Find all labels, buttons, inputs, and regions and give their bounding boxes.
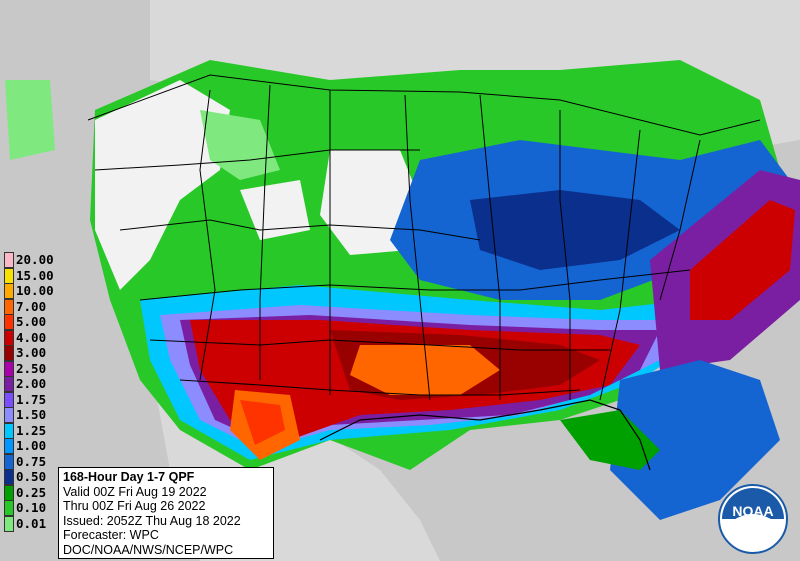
legend-item: 7.00 <box>4 298 62 315</box>
legend-label: 1.00 <box>16 438 47 453</box>
legend-item: 0.75 <box>4 453 62 470</box>
gulf-coastline <box>319 399 651 471</box>
legend-item: 15.00 <box>4 267 62 284</box>
legend-item: 1.50 <box>4 407 62 423</box>
legend-label: 1.75 <box>16 391 47 407</box>
legend-item: 1.00 <box>4 438 62 454</box>
legend-label: 0.75 <box>16 453 47 469</box>
legend-swatch <box>4 407 14 423</box>
state-borders <box>87 74 761 401</box>
precip-orange-max-1 <box>350 345 500 395</box>
legend-item: 4.00 <box>4 329 62 346</box>
legend-label: 7.00 <box>16 298 47 314</box>
legend-label: 0.10 <box>16 500 47 515</box>
legend-label: 15.00 <box>16 267 54 283</box>
legend-item: 0.50 <box>4 469 62 485</box>
legend-item: 0.01 <box>4 515 62 532</box>
source-agency: DOC/NOAA/NWS/NCEP/WPC <box>63 542 234 557</box>
legend-label: 10.00 <box>16 283 54 298</box>
legend-item: 5.00 <box>4 314 62 330</box>
noaa-logo: NOAA <box>718 484 788 554</box>
thru-time: Thru 00Z Fri Aug 26 2022 <box>63 499 206 513</box>
legend-label: 2.50 <box>16 360 47 376</box>
precip-florida-green <box>560 410 660 470</box>
legend-label: 2.00 <box>16 376 47 391</box>
legend-swatch <box>4 391 14 408</box>
legend-label: 1.25 <box>16 422 47 438</box>
legend-swatch <box>4 515 14 532</box>
legend-label: 5.00 <box>16 314 47 329</box>
legend-item: 2.00 <box>4 376 62 392</box>
legend-swatch <box>4 376 14 392</box>
legend-swatch <box>4 438 14 454</box>
legend-label: 1.50 <box>16 407 47 422</box>
legend-item: 1.75 <box>4 391 62 408</box>
legend-swatch <box>4 267 14 284</box>
legend-label: 4.00 <box>16 329 47 345</box>
legend-item: 20.00 <box>4 252 62 268</box>
legend-swatch <box>4 484 14 501</box>
legend-swatch <box>4 360 14 377</box>
dry-area-west <box>95 80 230 290</box>
legend-label: 0.25 <box>16 484 47 500</box>
precip-atlantic-red <box>690 200 795 320</box>
legend-item: 1.25 <box>4 422 62 439</box>
legend-swatch <box>4 329 14 346</box>
precip-orange-max-3 <box>240 400 285 445</box>
legend-label: 0.01 <box>16 515 47 531</box>
legend-label: 3.00 <box>16 345 47 360</box>
info-box: 168-Hour Day 1-7 QPF Valid 00Z Fri Aug 1… <box>58 467 274 559</box>
legend-label: 0.50 <box>16 469 47 484</box>
precip-darkblue-north <box>470 190 680 270</box>
legend-swatch <box>4 453 14 470</box>
issued-time: Issued: 2052Z Thu Aug 18 2022 <box>63 513 241 528</box>
dry-area-idaho <box>240 180 310 240</box>
noaa-logo-text: NOAA <box>732 503 773 519</box>
legend-swatch <box>4 314 14 330</box>
legend-swatch <box>4 345 14 361</box>
legend-item: 3.00 <box>4 345 62 361</box>
legend-item: 0.25 <box>4 484 62 501</box>
product-title: 168-Hour Day 1-7 QPF <box>63 470 195 484</box>
precip-gulf-blue <box>610 360 780 520</box>
legend-swatch <box>4 422 14 439</box>
precip-lightgreen-area-2 <box>5 80 55 160</box>
legend-swatch <box>4 283 14 299</box>
valid-time: Valid 00Z Fri Aug 19 2022 <box>63 484 207 499</box>
legend-item: 10.00 <box>4 283 62 299</box>
legend-swatch <box>4 298 14 315</box>
legend-swatch <box>4 469 14 485</box>
legend-swatch <box>4 500 14 516</box>
forecaster: Forecaster: WPC <box>63 528 159 542</box>
legend-item: 0.10 <box>4 500 62 516</box>
legend-label: 20.00 <box>16 252 54 267</box>
legend-item: 2.50 <box>4 360 62 377</box>
precip-legend: 20.00 15.00 10.00 7.00 5.00 4.00 3.00 2.50 2.00 1… <box>4 252 62 532</box>
legend-swatch <box>4 252 14 268</box>
